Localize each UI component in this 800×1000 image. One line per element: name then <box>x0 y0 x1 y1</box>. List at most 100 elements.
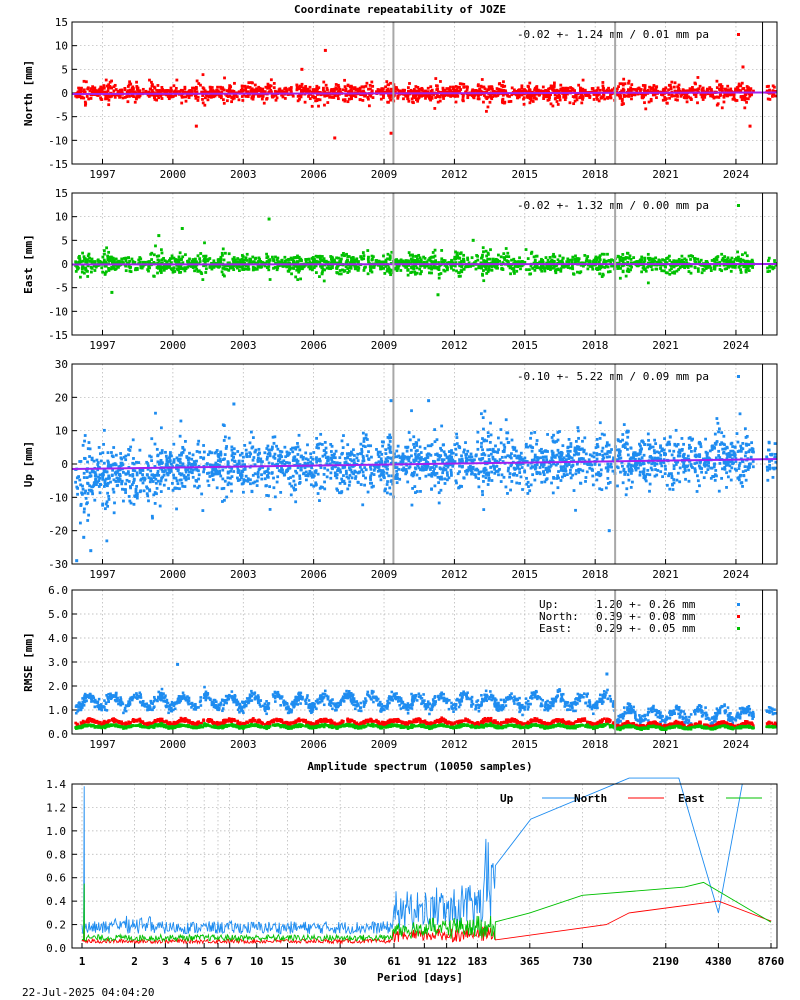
data-point <box>548 86 552 90</box>
data-point <box>257 256 261 260</box>
data-point <box>529 264 533 268</box>
data-point <box>408 82 411 85</box>
data-point <box>264 85 268 89</box>
data-point <box>181 255 185 259</box>
data-point <box>732 93 736 97</box>
data-point <box>323 268 326 272</box>
data-point <box>651 93 655 97</box>
data-point <box>263 451 267 455</box>
data-point <box>725 258 729 262</box>
data-point <box>318 260 322 264</box>
data-point <box>576 426 580 429</box>
data-point <box>155 254 159 258</box>
data-point <box>601 272 605 276</box>
data-point <box>288 265 292 269</box>
data-point <box>311 259 315 263</box>
data-point <box>127 495 131 498</box>
data-point <box>622 263 626 267</box>
data-point <box>326 457 330 461</box>
data-point <box>388 94 392 98</box>
data-point <box>482 100 485 104</box>
data-point <box>728 469 732 473</box>
data-point <box>487 476 491 480</box>
data-point <box>93 498 97 502</box>
data-point <box>515 261 519 264</box>
data-point <box>214 90 217 94</box>
data-point <box>247 81 251 85</box>
data-point <box>699 258 703 262</box>
data-point <box>129 82 133 86</box>
data-point <box>384 487 387 491</box>
data-point <box>434 259 438 263</box>
data-point <box>366 97 370 101</box>
data-point <box>273 89 277 93</box>
data-point <box>288 482 292 486</box>
data-point <box>111 266 115 269</box>
data-point <box>389 98 392 102</box>
data-point <box>223 453 227 456</box>
data-point <box>201 94 205 97</box>
data-point <box>650 468 654 472</box>
x-tick-label: 2024 <box>723 568 750 581</box>
data-point <box>718 268 722 271</box>
data-point <box>474 259 478 263</box>
data-point <box>774 263 778 267</box>
data-point <box>272 441 276 445</box>
data-point <box>244 88 248 92</box>
data-point <box>151 90 155 94</box>
data-point <box>626 260 630 264</box>
data-point <box>559 267 563 270</box>
data-point <box>414 261 418 265</box>
data-point <box>603 97 607 101</box>
data-point <box>768 88 771 92</box>
data-point <box>294 264 297 268</box>
data-point <box>131 260 135 263</box>
data-point <box>108 259 112 263</box>
data-point <box>516 94 520 97</box>
data-point <box>343 98 347 102</box>
data-point <box>656 469 660 472</box>
data-point <box>602 90 606 94</box>
data-point <box>141 476 145 480</box>
data-point <box>743 106 747 110</box>
data-point <box>109 267 113 271</box>
data-point <box>595 95 599 99</box>
data-point <box>600 488 604 492</box>
data-point <box>726 260 730 264</box>
data-point <box>743 89 747 93</box>
data-point <box>620 97 624 101</box>
data-point <box>532 261 536 265</box>
data-point <box>221 500 224 503</box>
data-point <box>430 271 433 275</box>
data-point <box>86 275 90 278</box>
data-point <box>544 89 548 92</box>
data-point <box>357 266 361 270</box>
data-point <box>101 255 105 259</box>
data-point <box>701 267 705 271</box>
data-point <box>128 259 131 263</box>
data-point <box>741 65 745 69</box>
data-point <box>693 462 697 465</box>
data-point <box>212 265 216 269</box>
data-point <box>586 255 590 258</box>
data-point <box>230 467 234 470</box>
data-point <box>643 256 646 260</box>
data-point <box>77 86 80 90</box>
data-point <box>379 267 382 271</box>
data-point <box>157 254 161 258</box>
x-tick-label: 2018 <box>582 568 609 581</box>
data-point <box>106 481 110 485</box>
data-point <box>671 264 675 268</box>
data-point <box>563 264 567 267</box>
data-point <box>215 88 219 92</box>
data-point <box>643 84 647 87</box>
data-point <box>248 441 252 445</box>
data-point <box>525 268 528 272</box>
data-point <box>333 260 337 264</box>
data-point <box>365 454 369 458</box>
data-point <box>117 94 121 97</box>
data-point <box>497 253 500 257</box>
data-point <box>98 491 102 495</box>
data-point <box>267 261 271 265</box>
data-point <box>138 448 142 452</box>
